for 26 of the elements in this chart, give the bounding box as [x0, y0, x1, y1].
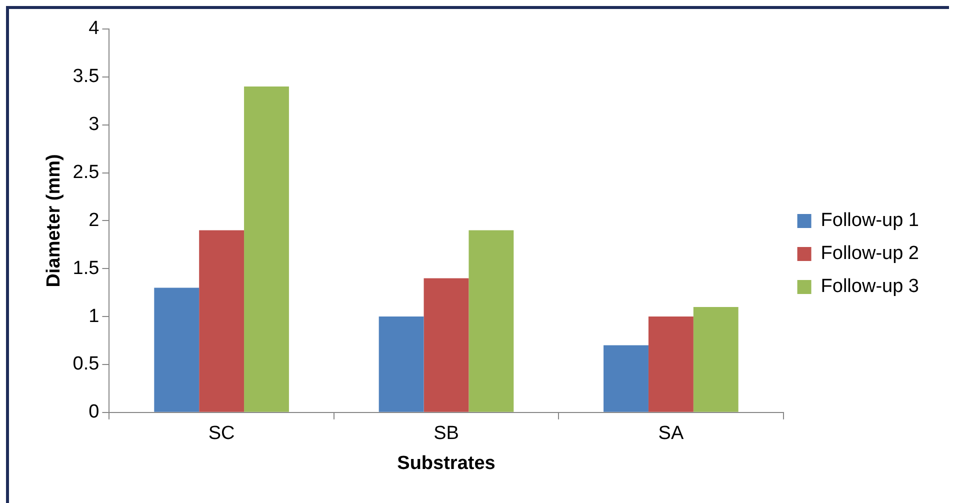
y-tick-label: 2.5	[72, 162, 100, 184]
y-tick-label: 0.5	[72, 354, 100, 375]
x-tick-label: SA	[658, 423, 684, 444]
y-tick-label: 3.5	[72, 66, 100, 88]
bar	[648, 316, 694, 412]
legend-label: Follow-up 2	[820, 243, 920, 264]
bar	[378, 316, 424, 412]
x-tick-label: SB	[434, 423, 459, 444]
bar	[199, 230, 244, 412]
legend-label: Follow-up 1	[820, 210, 920, 232]
y-tick-label: 1	[88, 306, 100, 327]
y-axis-title: Diameter (mm)	[44, 154, 65, 288]
bar	[693, 306, 738, 412]
y-tick-label: 3	[88, 114, 100, 136]
y-tick-label: 0	[88, 402, 100, 423]
x-axis-title: Substrates	[397, 452, 496, 474]
y-tick-label: 4	[88, 18, 100, 40]
legend-label: Follow-up 3	[820, 276, 920, 298]
bar	[244, 86, 289, 412]
bar	[424, 278, 469, 412]
y-tick-label: 2	[88, 210, 100, 231]
bar	[154, 288, 200, 412]
bar	[468, 230, 514, 412]
y-tick-label: 1.5	[72, 258, 100, 279]
bar	[604, 345, 648, 412]
x-tick-label: SC	[208, 423, 235, 444]
